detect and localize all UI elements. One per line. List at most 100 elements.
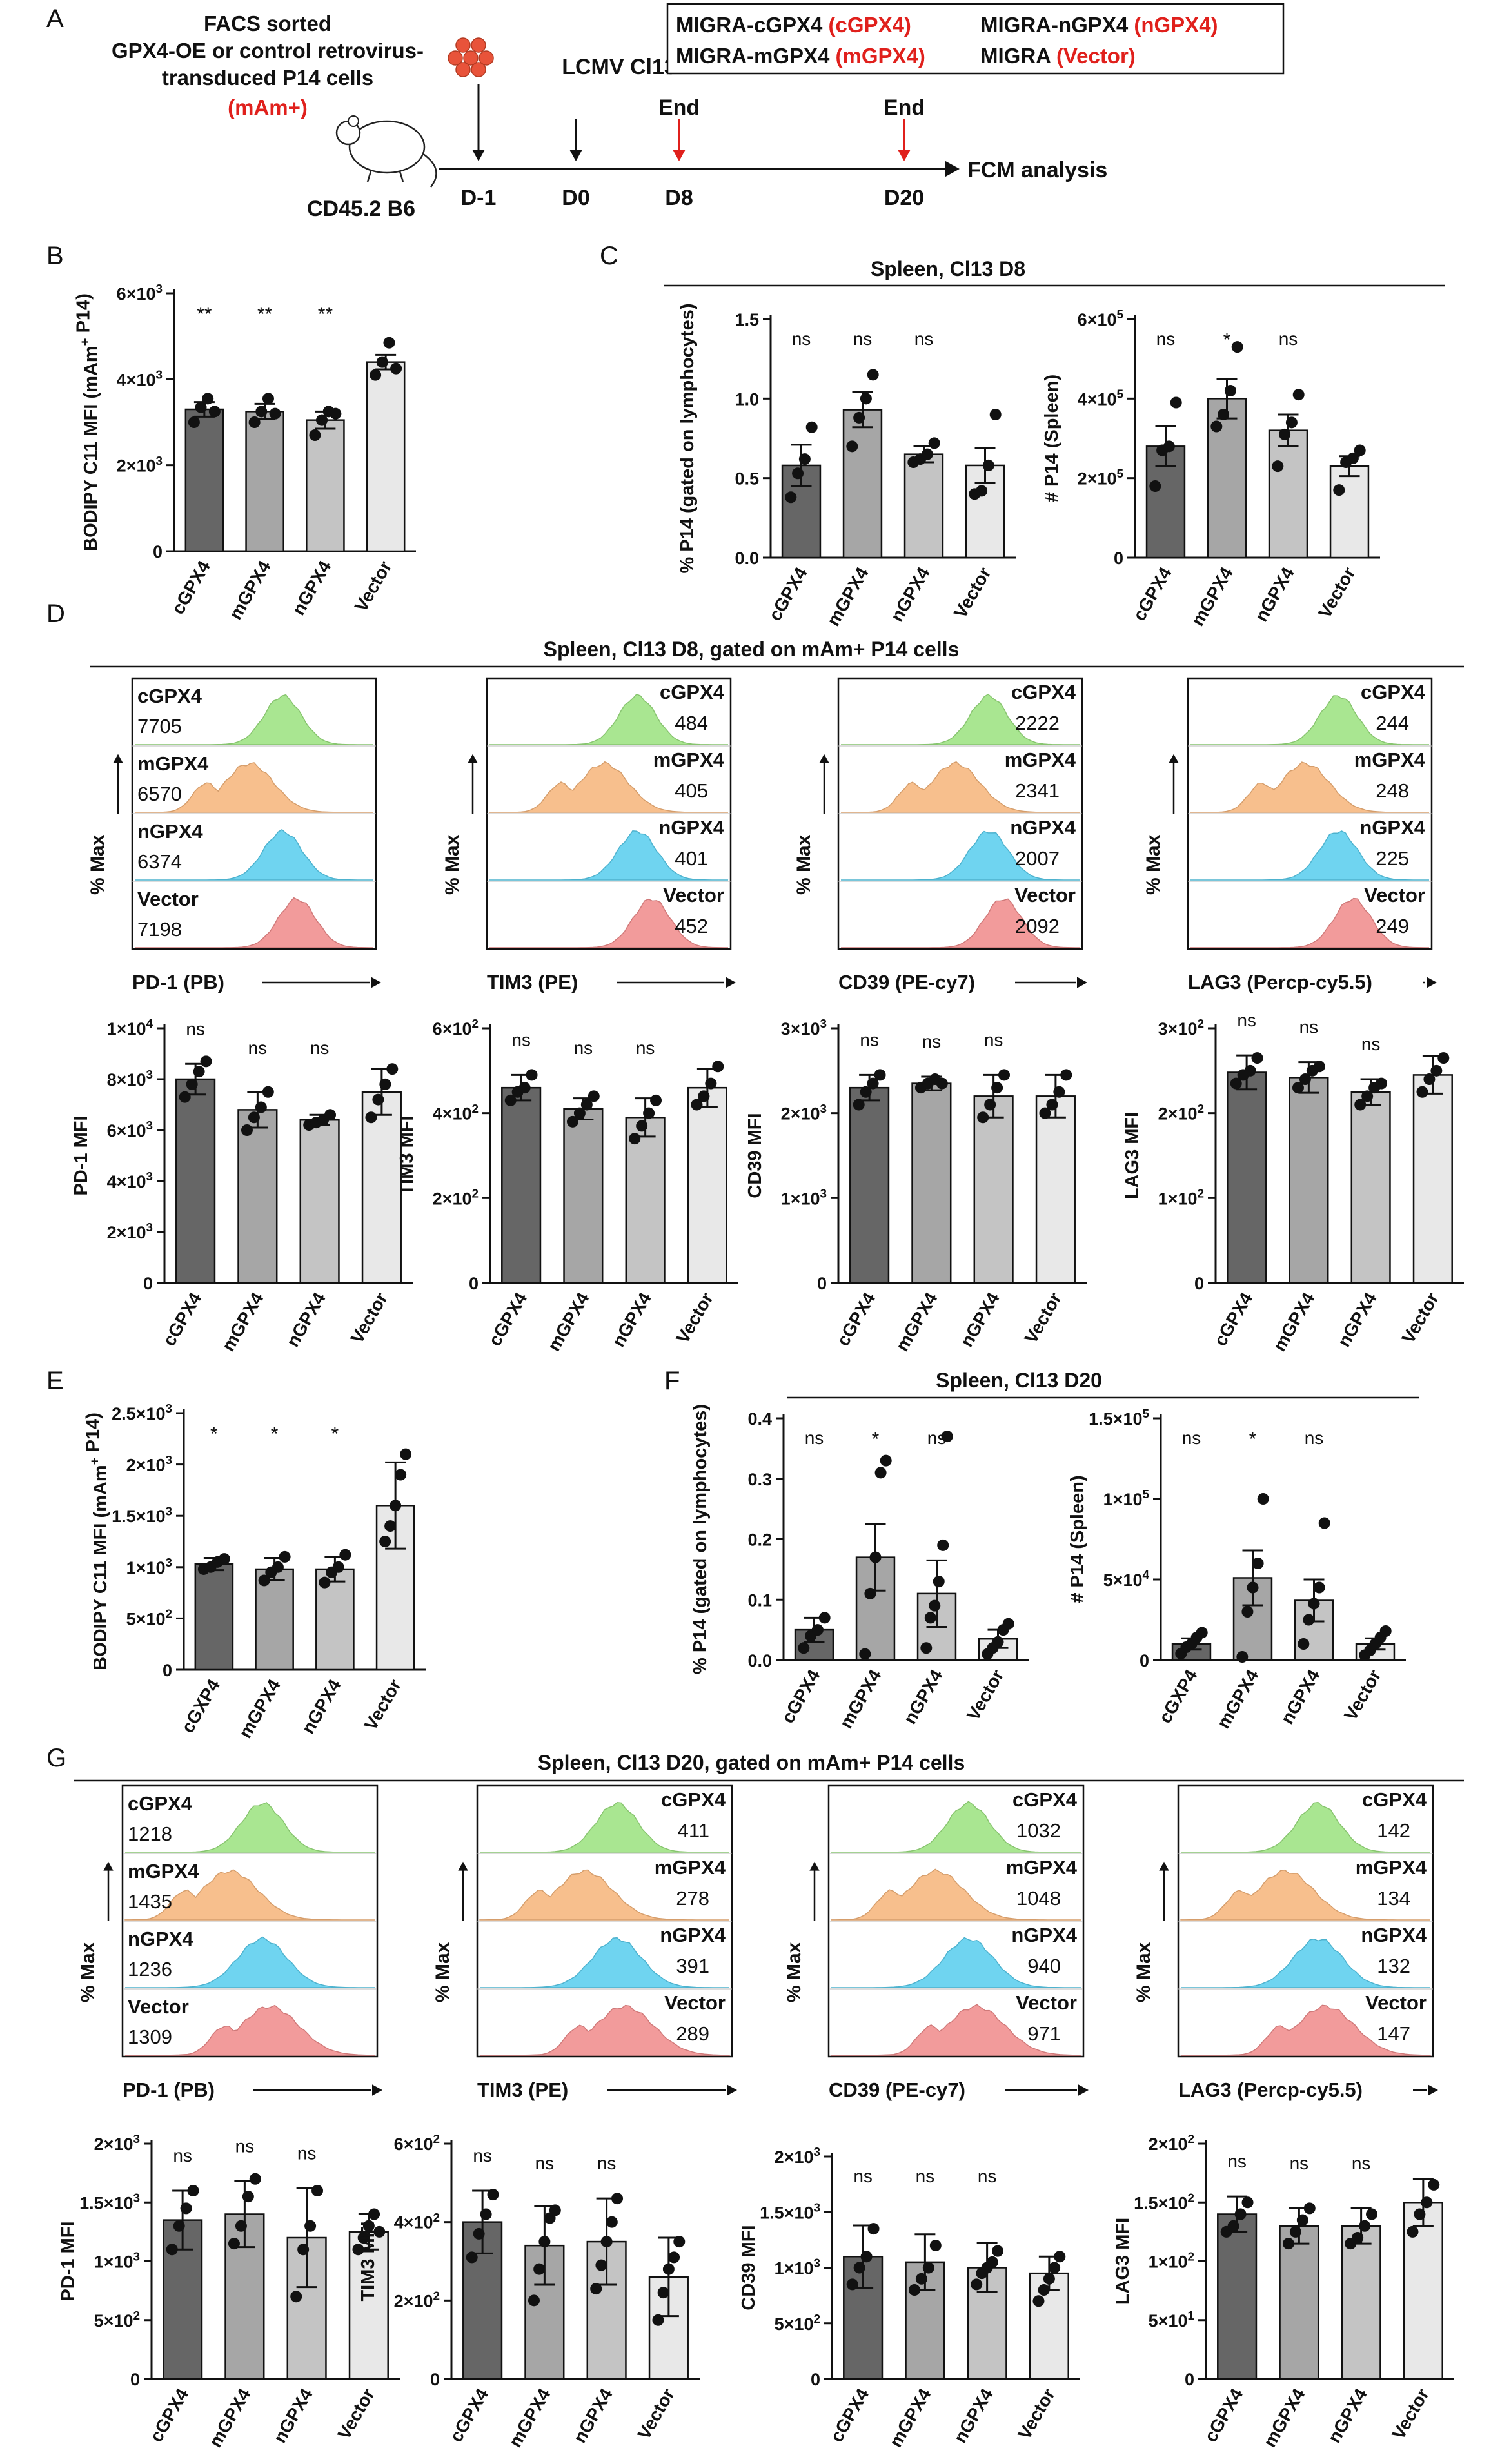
panel-letter-e: E [46,1367,64,1395]
x-tick-label: nGPX4 [288,557,335,618]
histogram-trace [489,830,728,881]
data-point [929,2240,942,2251]
histogram-mfi: 142 [1377,1819,1410,1842]
histogram-group-label: Vector [1014,884,1076,906]
y-tick-label: 0.2 [747,1530,772,1550]
x-tick-label: mGPX4 [1269,1289,1319,1354]
data-point [691,1099,703,1111]
data-point [1421,2196,1433,2209]
bar [1412,1074,1453,1284]
y-tick-label: 3×102 [1158,1017,1204,1039]
bar [781,464,822,559]
data-point [518,1082,531,1094]
x-tick-label: cGPX4 [765,563,811,624]
significance-label: * [271,1423,279,1445]
y-tick-label: 6×103 [117,282,163,304]
histogram-group-label: nGPX4 [137,820,203,843]
x-tick-label: mGPX4 [1259,2385,1309,2450]
histogram-mfi: 2007 [1015,847,1060,870]
histogram-mfi: 225 [1376,847,1409,870]
data-point [991,1082,1003,1094]
data-point [249,2173,261,2185]
histogram-trace [831,1801,1081,1853]
histogram-mfi: 2222 [1015,712,1060,734]
data-point [1308,1598,1320,1610]
y-tick-label: 2×103 [107,1221,153,1242]
data-point [386,1063,399,1075]
bar [361,1091,402,1284]
x-tick-label: nGPX4 [569,2385,617,2446]
marker-label: TIM3 (PE) [477,2078,568,2101]
data-point [538,2236,551,2248]
x-tick-label: Vector [360,1676,406,1734]
data-point [1210,420,1223,433]
x-tick-label: nGPX4 [887,563,934,625]
data-point [874,1467,887,1479]
histogram-group-label: cGPX4 [661,1788,726,1811]
histogram-group-label: nGPX4 [1010,816,1076,839]
max-axis-label: % Max [1143,834,1164,895]
data-point [319,1576,331,1589]
data-point [1423,1073,1436,1085]
bar [175,1078,216,1284]
x-tick-label: mGPX4 [836,1666,885,1732]
x-tick-label: Vector [950,563,995,621]
data-point [272,1561,284,1573]
x-tick-label: mGPX4 [892,1289,942,1354]
x-tick-label: cGPX4 [1210,1289,1256,1349]
histogram-trace [480,2004,730,2056]
x-tick-label: Vector [633,2385,678,2443]
data-point [526,1069,538,1081]
histogram-group-label: mGPX4 [128,1860,199,1882]
histogram-mfi: 278 [676,1887,709,1910]
histogram-mfi: 289 [676,2022,709,2045]
data-point [846,2278,858,2291]
significance-label: * [1223,329,1231,351]
x-tick-label: mGPX4 [885,2385,935,2450]
y-tick-label: 0.0 [747,1651,772,1670]
data-point [1282,2238,1294,2250]
y-tick-label: 0.5 [735,469,759,489]
y-tick-label: 0.1 [747,1590,772,1610]
significance-label: ns [1361,1034,1381,1054]
significance-label: ns [1237,1010,1256,1030]
data-point [1196,1627,1208,1639]
data-point [1379,1625,1392,1637]
y-tick-label: 1.5×103 [79,2191,140,2213]
bar [306,419,345,552]
marker-label: CD39 (PE-cy7) [829,2078,965,2101]
data-point [186,1078,198,1090]
bar [1289,1077,1329,1284]
x-tick-label: nGPX4 [900,1666,947,1727]
data-point [357,2232,370,2244]
data-point [1032,2295,1045,2307]
data-point [1296,2214,1308,2226]
data-point [1227,2220,1239,2232]
data-point [1416,1086,1428,1098]
histogram-mfi: 452 [675,915,708,937]
data-point [279,1550,291,1563]
data-point [1252,1558,1264,1569]
data-point [373,2225,386,2238]
data-point [811,1624,824,1636]
data-point [1272,460,1284,473]
histogram-trace [480,1937,729,1988]
virus-particle [471,62,486,77]
bar-chart: 0 2×105 4×105 6×105 # P14 (Spleen) ns cGPX4 * mG… [1042,308,1380,629]
histogram-group-label: cGPX4 [660,681,725,703]
data-point [1241,2196,1254,2209]
data-point [915,2273,927,2285]
bar [1279,2225,1319,2380]
y-tick-label: 4×105 [1078,388,1123,409]
data-point [368,2208,380,2220]
bar-chart: 0 2×102 4×102 6×102 TIM3 MFI ns cGPX4 ns mGPX4 ns… [397,1017,738,1354]
data-point [235,2220,247,2232]
right-arrow-icon [727,2084,737,2096]
data-point [179,1091,191,1103]
data-point [977,1111,989,1124]
data-point [1437,1052,1450,1064]
data-point [390,1500,402,1512]
data-point [908,2284,920,2296]
data-point [785,491,797,504]
y-tick-label: 2×105 [1078,467,1123,489]
